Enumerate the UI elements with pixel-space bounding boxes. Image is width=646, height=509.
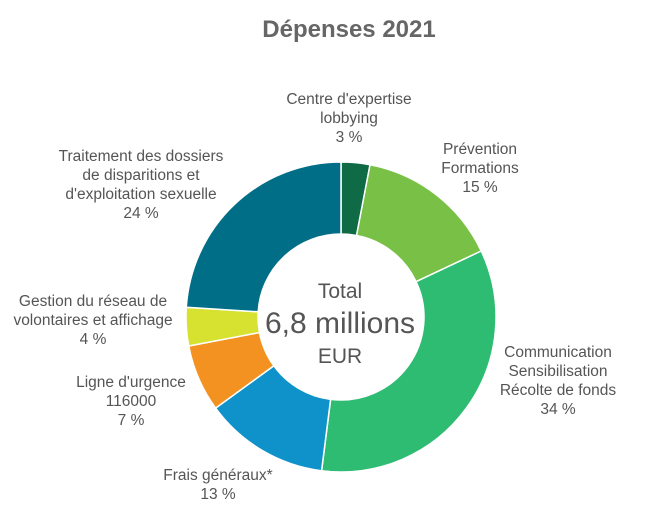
chart-title: Dépenses 2021 bbox=[262, 16, 435, 43]
slice-value-label: 24 % bbox=[123, 205, 159, 222]
slice-label-ligne: Ligne d'urgence 116000 7 % bbox=[76, 374, 186, 429]
center-total-label: Total bbox=[318, 280, 362, 303]
slice-labels: Centre d'expertise lobbying 3 % Prévention F… bbox=[13, 91, 616, 503]
slice-name-label: Frais généraux* bbox=[163, 467, 272, 484]
slice-value-label: 7 % bbox=[118, 412, 145, 429]
donut-slices bbox=[185, 161, 497, 473]
center-total-value: 6,8 millions bbox=[265, 307, 415, 340]
slice-label-traitement: Traitement des dossiers de disparitions e… bbox=[59, 148, 224, 222]
slice-name-label: Traitement des dossiers bbox=[59, 148, 224, 165]
slice-label-gestion: Gestion du réseau de volontaires et affic… bbox=[13, 293, 172, 348]
slice-traitement bbox=[185, 161, 342, 313]
slice-name-label: lobbying bbox=[320, 110, 378, 127]
slice-name-label: Récolte de fonds bbox=[500, 382, 617, 399]
slice-name-label: Formations bbox=[441, 160, 519, 177]
slice-name-label: Sensibilisation bbox=[508, 363, 607, 380]
slice-value-label: 15 % bbox=[462, 179, 498, 196]
slice-communication bbox=[320, 250, 497, 473]
slice-name-label: 116000 bbox=[106, 393, 157, 410]
slice-name-label: Centre d'expertise bbox=[286, 91, 411, 108]
center-total-unit: EUR bbox=[318, 345, 362, 368]
slice-name-label: Prévention bbox=[443, 141, 517, 158]
slice-name-label: volontaires et affichage bbox=[13, 312, 172, 329]
slice-value-label: 4 % bbox=[80, 331, 107, 348]
slice-name-label: de disparitions et bbox=[82, 167, 200, 184]
slice-label-frais: Frais généraux* 13 % bbox=[163, 467, 272, 503]
slice-label-lobbying: Centre d'expertise lobbying 3 % bbox=[286, 91, 411, 146]
slice-value-label: 13 % bbox=[200, 486, 236, 503]
slice-value-label: 34 % bbox=[540, 401, 576, 418]
slice-label-prevention: Prévention Formations 15 % bbox=[441, 141, 519, 196]
slice-name-label: Gestion du réseau de bbox=[19, 293, 167, 310]
slice-name-label: Ligne d'urgence bbox=[76, 374, 186, 391]
center-total: Total 6,8 millions EUR bbox=[265, 280, 415, 368]
slice-value-label: 3 % bbox=[336, 129, 363, 146]
slice-name-label: d'exploitation sexuelle bbox=[65, 186, 216, 203]
slice-label-communication: Communication Sensibilisation Récolte de f… bbox=[500, 344, 617, 418]
slice-name-label: Communication bbox=[504, 344, 612, 361]
